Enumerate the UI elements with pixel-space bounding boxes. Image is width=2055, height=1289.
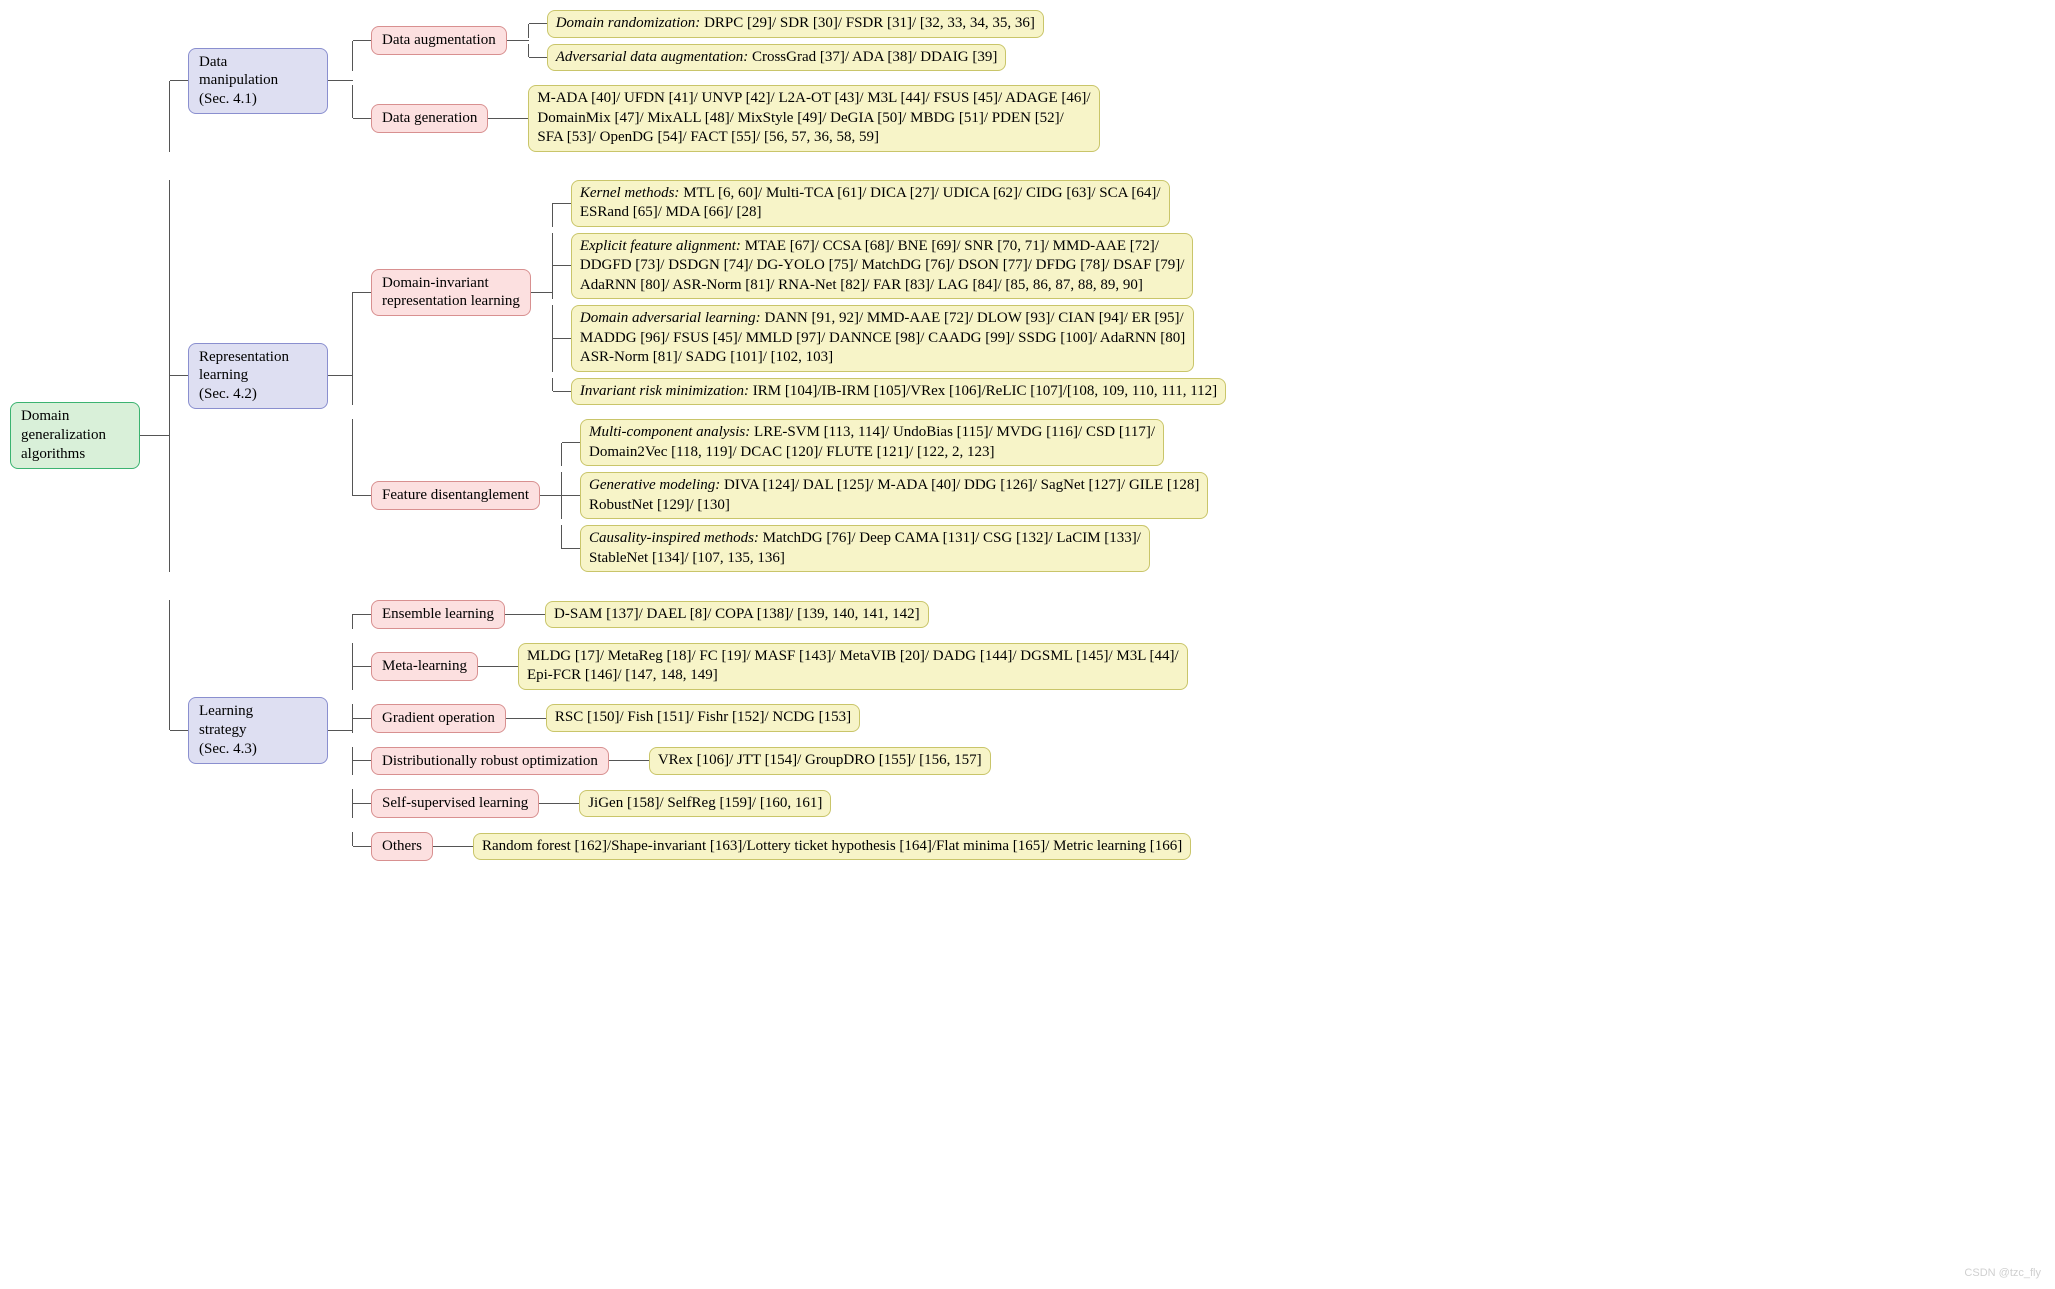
leaf-body: RSC [150]/ Fish [151]/ Fishr [152]/ NCDG… xyxy=(555,709,851,725)
method-leaf: Generative modeling: DIVA [124]/ DAL [12… xyxy=(580,472,1208,519)
subcategory-node: Distributionally robust optimization xyxy=(371,747,609,776)
leaf-body: VRex [106]/ JTT [154]/ GroupDRO [155]/ [… xyxy=(658,752,982,768)
category-node: Learningstrategy(Sec. 4.3) xyxy=(188,697,328,763)
method-leaf: Kernel methods: MTL [6, 60]/ Multi-TCA [… xyxy=(571,180,1170,227)
method-leaf: Domain adversarial learning: DANN [91, 9… xyxy=(571,305,1194,372)
leaf-body: IRM [104]/IB-IRM [105]/VRex [106]/ReLIC … xyxy=(749,383,1217,399)
method-leaf: Explicit feature alignment: MTAE [67]/ C… xyxy=(571,233,1194,300)
leaf-prefix: Kernel methods: xyxy=(580,185,680,201)
root-node: Domain generalization algorithms xyxy=(10,402,140,468)
method-leaf: Multi-component analysis: LRE-SVM [113, … xyxy=(580,419,1164,466)
watermark: CSDN @tzc_fly xyxy=(1964,1267,2041,1281)
subcategory-node: Gradient operation xyxy=(371,704,506,733)
subcategory-node: Data generation xyxy=(371,104,488,133)
leaf-body: JiGen [158]/ SelfReg [159]/ [160, 161] xyxy=(588,795,822,811)
subcategory-node: Self-supervised learning xyxy=(371,789,539,818)
subcategory-node: Meta-learning xyxy=(371,652,478,681)
method-leaf: JiGen [158]/ SelfReg [159]/ [160, 161] xyxy=(579,790,831,818)
leaf-prefix: Multi-component analysis: xyxy=(589,424,750,440)
method-leaf: Random forest [162]/Shape-invariant [163… xyxy=(473,833,1191,861)
leaf-body: Random forest [162]/Shape-invariant [163… xyxy=(482,838,1182,854)
leaf-body: D-SAM [137]/ DAEL [8]/ COPA [138]/ [139,… xyxy=(554,606,920,622)
category-node: Representationlearning(Sec. 4.2) xyxy=(188,343,328,409)
subcategory-node: Ensemble learning xyxy=(371,600,505,629)
method-leaf: D-SAM [137]/ DAEL [8]/ COPA [138]/ [139,… xyxy=(545,601,929,629)
subcategory-node: Domain-invariantrepresentation learning xyxy=(371,269,531,317)
leaf-prefix: Explicit feature alignment: xyxy=(580,238,741,254)
leaf-prefix: Causality-inspired methods: xyxy=(589,530,759,546)
method-leaf: VRex [106]/ JTT [154]/ GroupDRO [155]/ [… xyxy=(649,747,991,775)
leaf-prefix: Domain randomization: xyxy=(556,15,701,31)
leaf-prefix: Invariant risk minimization: xyxy=(580,383,749,399)
subcategory-node: Others xyxy=(371,832,433,861)
category-node: Datamanipulation(Sec. 4.1) xyxy=(188,48,328,114)
subcategory-node: Data augmentation xyxy=(371,26,507,55)
method-leaf: Invariant risk minimization: IRM [104]/I… xyxy=(571,378,1226,406)
method-leaf: M-ADA [40]/ UFDN [41]/ UNVP [42]/ L2A-OT… xyxy=(528,85,1099,152)
taxonomy-tree: Domain generalization algorithms Datamani… xyxy=(10,10,2045,861)
method-leaf: MLDG [17]/ MetaReg [18]/ FC [19]/ MASF [… xyxy=(518,643,1188,690)
method-leaf: RSC [150]/ Fish [151]/ Fishr [152]/ NCDG… xyxy=(546,704,860,732)
leaf-body: CrossGrad [37]/ ADA [38]/ DDAIG [39] xyxy=(748,49,997,65)
subcategory-node: Feature disentanglement xyxy=(371,481,540,510)
leaf-body: MLDG [17]/ MetaReg [18]/ FC [19]/ MASF [… xyxy=(527,648,1179,684)
leaf-prefix: Domain adversarial learning: xyxy=(580,310,761,326)
method-leaf: Domain randomization: DRPC [29]/ SDR [30… xyxy=(547,10,1044,38)
leaf-prefix: Adversarial data augmentation: xyxy=(556,49,748,65)
leaf-body: DRPC [29]/ SDR [30]/ FSDR [31]/ [32, 33,… xyxy=(700,15,1035,31)
leaf-prefix: Generative modeling: xyxy=(589,477,720,493)
leaf-body: M-ADA [40]/ UFDN [41]/ UNVP [42]/ L2A-OT… xyxy=(537,90,1090,145)
method-leaf: Adversarial data augmentation: CrossGrad… xyxy=(547,44,1007,72)
method-leaf: Causality-inspired methods: MatchDG [76]… xyxy=(580,525,1150,572)
